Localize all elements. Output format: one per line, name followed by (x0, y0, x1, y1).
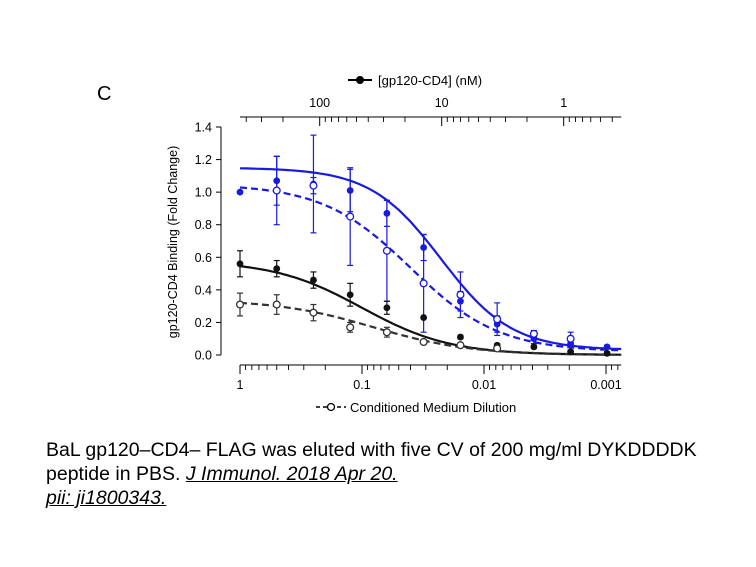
data-point (493, 315, 502, 324)
data-point (457, 333, 464, 341)
panel-letter: C (97, 83, 111, 105)
y-tick-label: 0.2 (195, 316, 212, 330)
fit-curve-blue-dashed-open (239, 186, 622, 352)
x-tick-label: 1 (237, 378, 244, 392)
data-point (383, 304, 391, 312)
y-tick-label: 0.6 (195, 251, 212, 265)
data-point (603, 343, 611, 351)
data-point (419, 279, 428, 288)
data-point (309, 181, 318, 190)
data-points (235, 134, 611, 357)
data-point (272, 300, 281, 309)
y-tick-label: 1.0 (195, 186, 212, 200)
data-point (273, 265, 281, 273)
data-point (530, 343, 538, 351)
caption-text: BaL gp120–CD4– FLAG was eluted with five… (46, 439, 697, 485)
data-point (456, 290, 465, 299)
y-tick-label: 0.8 (195, 218, 212, 232)
data-point (567, 348, 575, 356)
data-point (382, 246, 391, 255)
data-point (346, 291, 354, 299)
data-point (456, 341, 465, 350)
data-point (419, 337, 428, 347)
data-point (309, 308, 318, 317)
data-point (272, 186, 281, 195)
top-legend: [gp120-CD4] (nM) (348, 73, 482, 88)
data-point (529, 329, 538, 338)
fit-curves (239, 167, 622, 356)
y-axis-title: gp120-CD4 Binding (Fold Change) (166, 146, 180, 338)
x-tick-label: 0.01 (472, 378, 496, 392)
top-legend-label: [gp120-CD4] (nM) (378, 73, 482, 88)
axes: 0.0 0.2 0.4 0.6 0.8 1.0 1.2 1.4 1 0.1 0.01 0.001 100… (195, 96, 622, 392)
fit-curve-blue-solid-filled (239, 167, 622, 351)
bottom-legend: Conditioned Medium Dilution (316, 400, 516, 415)
data-point (420, 314, 428, 321)
citation-journal-link[interactable]: J Immunol. 2018 Apr 20. (185, 463, 398, 485)
y-tick-label: 1.2 (195, 153, 212, 167)
data-point (603, 349, 611, 357)
bottom-legend-marker (326, 402, 336, 412)
y-tick-label: 0.0 (195, 349, 212, 363)
x-tick-label: 0.1 (353, 378, 370, 392)
y-tick-label: 0.4 (195, 283, 212, 297)
data-point (566, 334, 575, 343)
figure-caption: BaL gp120–CD4– FLAG was eluted with five… (46, 438, 736, 510)
bottom-legend-label: Conditioned Medium Dilution (350, 400, 516, 415)
data-point (493, 344, 502, 353)
top-tick-label: 10 (435, 96, 449, 110)
data-point (346, 323, 355, 332)
x-tick-label: 0.001 (590, 378, 621, 392)
fit-curve-black-dashed-open (239, 301, 622, 356)
data-point (310, 276, 317, 284)
data-point (382, 328, 391, 337)
data-point (236, 188, 244, 196)
top-tick-label: 100 (309, 96, 330, 110)
top-tick-label: 1 (560, 96, 567, 110)
citation-id-link[interactable]: pii: ji1800343. (46, 487, 167, 509)
top-legend-marker (356, 76, 364, 84)
y-tick-label: 1.4 (195, 121, 212, 135)
fit-curve-black-solid-filled (239, 265, 622, 356)
data-point (346, 212, 355, 221)
data-point (236, 260, 244, 268)
data-point (235, 300, 245, 309)
